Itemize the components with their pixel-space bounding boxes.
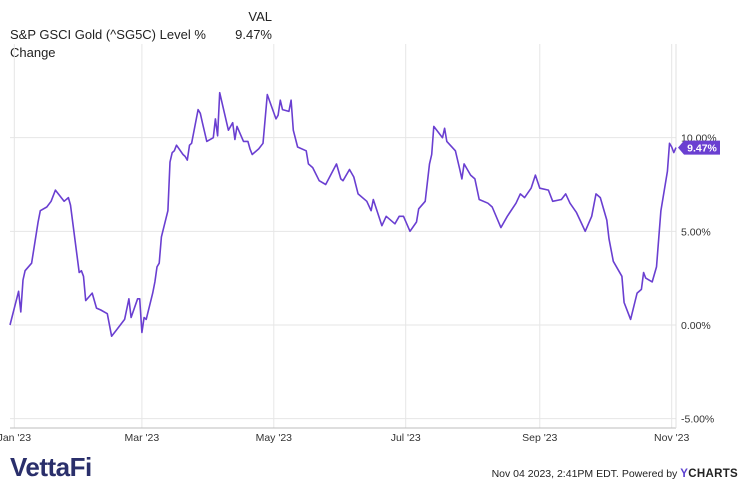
series-line[interactable]: [9, 91, 677, 338]
y-tick-labels: 10.00%5.00%0.00%-5.00%: [681, 133, 717, 426]
end-value-badge-label: 9.47%: [687, 143, 717, 155]
legend-series-name: S&P GSCI Gold (^SG5C) Level % Change: [10, 27, 206, 60]
legend-column-header: VAL: [248, 9, 272, 24]
footer-powered-by: Powered by: [621, 468, 678, 480]
x-tick-label: Mar '23: [125, 432, 160, 444]
x-tick-label: Nov '23: [654, 432, 689, 444]
vettafi-logo-text: VettaFi: [10, 452, 92, 482]
y-tick-label: -5.00%: [681, 414, 714, 426]
vettafi-logo[interactable]: VettaFi: [10, 452, 92, 483]
x-tick-label: Jul '23: [391, 432, 421, 444]
y-tick-label: 5.00%: [681, 226, 711, 238]
legend-series-value: 9.47%: [235, 27, 272, 42]
footer-timestamp: Nov 04 2023, 2:41PM EDT.: [491, 468, 619, 480]
y-tick-label: 0.00%: [681, 320, 711, 332]
x-tick-labels: Jan '23 Mar '23 May '23 Jul '23 Sep '23 Nov '…: [0, 432, 689, 444]
x-tick-label: May '23: [256, 432, 293, 444]
x-tick-label: Jan '23: [0, 432, 31, 444]
axes: [10, 44, 677, 429]
x-tick-label: Sep '23: [522, 432, 557, 444]
ycharts-logo-y: Y: [680, 468, 689, 480]
grid: [10, 44, 676, 428]
ycharts-logo-rest: CHARTS: [688, 468, 738, 480]
ycharts-logo[interactable]: YCHARTS: [680, 468, 738, 480]
end-value-badge: 9.47%: [678, 140, 720, 155]
legend: VAL S&P GSCI Gold (^SG5C) Level % Change…: [10, 8, 272, 62]
footer-meta: Nov 04 2023, 2:41PM EDT. Powered by YCHA…: [492, 468, 738, 480]
series-layer: [9, 91, 677, 338]
legend-header-row: VAL: [10, 8, 272, 26]
legend-series-row[interactable]: S&P GSCI Gold (^SG5C) Level % Change 9.4…: [10, 26, 272, 62]
end-value-badge-shape: [678, 140, 720, 155]
